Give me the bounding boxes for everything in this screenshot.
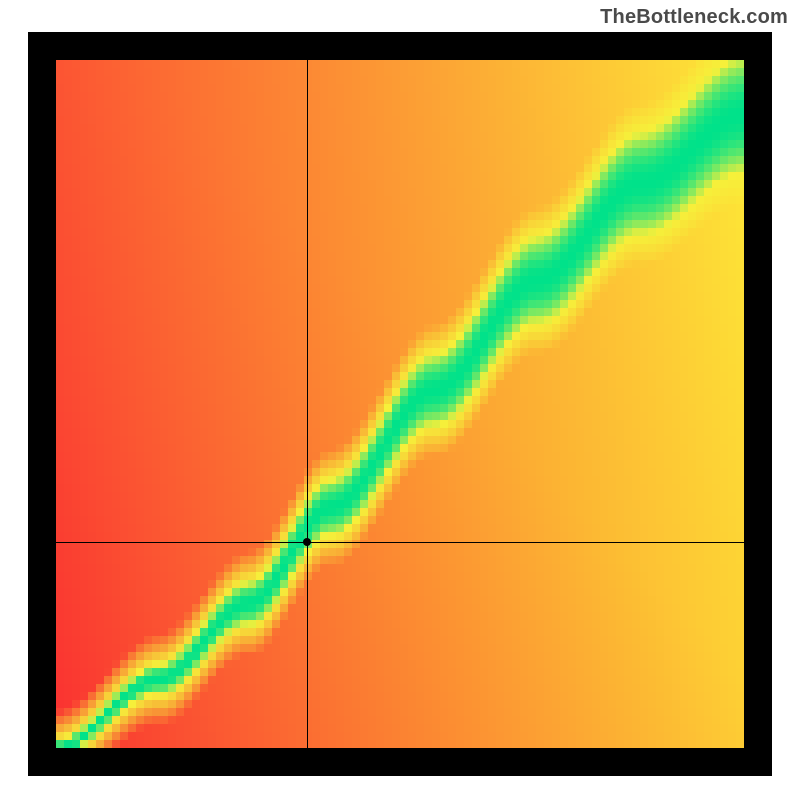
crosshair-vertical — [307, 60, 308, 748]
crosshair-horizontal — [56, 542, 744, 543]
crosshair-marker-dot — [303, 538, 311, 546]
chart-container: TheBottleneck.com — [0, 0, 800, 800]
watermark-text: TheBottleneck.com — [600, 6, 788, 29]
bottleneck-heatmap — [56, 60, 744, 748]
plot-inner-area — [56, 60, 744, 748]
